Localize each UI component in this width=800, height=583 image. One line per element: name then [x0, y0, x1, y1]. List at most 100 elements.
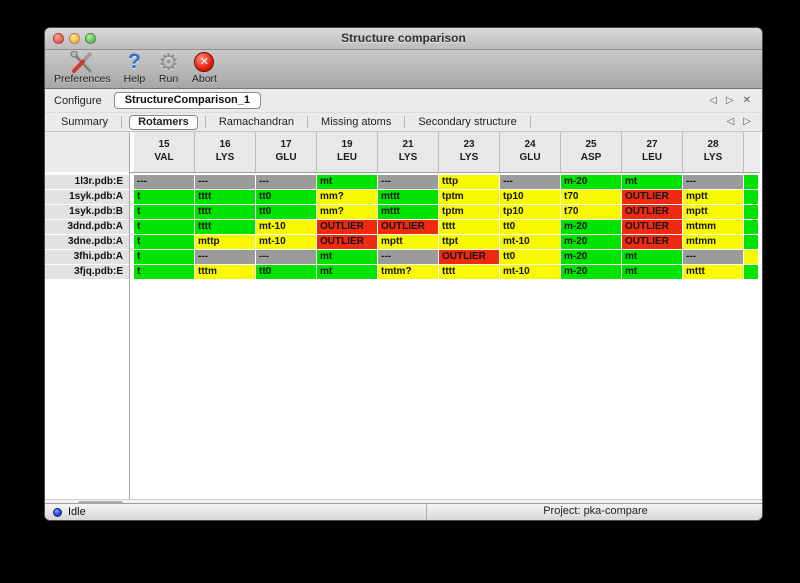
- rotamer-cell[interactable]: mt: [622, 175, 682, 189]
- rotamer-cell[interactable]: tmtm?: [378, 265, 438, 279]
- rotamer-cell[interactable]: m-20: [561, 265, 621, 279]
- rotamer-cell[interactable]: ---: [683, 175, 743, 189]
- tab-secondary-structure[interactable]: Secondary structure: [418, 116, 517, 128]
- rotamer-cell[interactable]: ---: [500, 175, 560, 189]
- rotamer-cell[interactable]: ---: [256, 250, 316, 264]
- rotamer-cell[interactable]: mptt: [683, 190, 743, 204]
- rotamer-cell[interactable]: tt0: [500, 250, 560, 264]
- rotamer-cell-partial[interactable]: [744, 250, 758, 264]
- configuration-tab[interactable]: StructureComparison_1: [113, 92, 262, 109]
- rotamer-cell[interactable]: OUTLIER: [317, 220, 377, 234]
- rotamer-cell[interactable]: mm?: [317, 205, 377, 219]
- rotamer-cell[interactable]: OUTLIER: [622, 205, 682, 219]
- rotamer-cell[interactable]: mt: [622, 250, 682, 264]
- rotamer-cell[interactable]: t70: [561, 190, 621, 204]
- rotamer-cell[interactable]: mt-10: [256, 220, 316, 234]
- rotamer-cell[interactable]: m-20: [561, 235, 621, 249]
- rotamer-cell-partial[interactable]: [744, 235, 758, 249]
- abort-button[interactable]: ✕ Abort: [192, 50, 217, 85]
- rotamer-cell-partial[interactable]: [744, 175, 758, 189]
- rotamer-cell[interactable]: tttt: [195, 220, 255, 234]
- rotamer-cell[interactable]: ---: [378, 250, 438, 264]
- rotamer-cell[interactable]: tp10: [500, 205, 560, 219]
- rotamer-cell[interactable]: OUTLIER: [439, 250, 499, 264]
- zoom-window-button[interactable]: [85, 33, 96, 44]
- rotamer-cell[interactable]: mttt: [378, 190, 438, 204]
- minimize-window-button[interactable]: [69, 33, 80, 44]
- rotamer-cell[interactable]: ---: [195, 250, 255, 264]
- rotamer-cell[interactable]: t: [134, 250, 194, 264]
- rotamer-cell[interactable]: tttp: [439, 175, 499, 189]
- rotamer-cell[interactable]: ---: [134, 175, 194, 189]
- run-button[interactable]: ⚙ Run: [158, 50, 179, 86]
- rotamer-cell[interactable]: tttt: [195, 190, 255, 204]
- row-label[interactable]: 1syk.pdb:A: [45, 190, 129, 204]
- rotamer-cell[interactable]: ---: [683, 250, 743, 264]
- rotamer-cell[interactable]: OUTLIER: [378, 220, 438, 234]
- tab-ramachandran[interactable]: Ramachandran: [218, 116, 295, 128]
- next-configuration-icon[interactable]: ▷: [725, 94, 734, 106]
- rotamer-cell[interactable]: OUTLIER: [622, 235, 682, 249]
- rotamer-cell[interactable]: OUTLIER: [622, 220, 682, 234]
- rotamer-cell[interactable]: tt0: [256, 205, 316, 219]
- rotamer-cell[interactable]: mttt: [683, 265, 743, 279]
- rotamer-cell[interactable]: tptm: [439, 205, 499, 219]
- close-configuration-icon[interactable]: ✕: [742, 94, 751, 106]
- rotamer-cell[interactable]: tp10: [500, 190, 560, 204]
- row-label[interactable]: 1syk.pdb:B: [45, 205, 129, 219]
- row-label[interactable]: 3fhi.pdb:A: [45, 250, 129, 264]
- tab-missing-atoms[interactable]: Missing atoms: [321, 116, 392, 128]
- rotamer-cell[interactable]: ---: [256, 175, 316, 189]
- rotamer-cell[interactable]: mptt: [683, 205, 743, 219]
- rotamer-cell[interactable]: m-20: [561, 175, 621, 189]
- prev-tab-icon[interactable]: ◁: [726, 116, 735, 127]
- close-window-button[interactable]: [53, 33, 64, 44]
- rotamer-cell[interactable]: mtmm: [683, 220, 743, 234]
- rotamer-cell[interactable]: tttm: [195, 265, 255, 279]
- rotamer-cell[interactable]: tt0: [256, 265, 316, 279]
- rotamer-cell[interactable]: tptm: [439, 190, 499, 204]
- rotamer-cell[interactable]: t: [134, 265, 194, 279]
- row-label[interactable]: 3fjq.pdb:E: [45, 265, 129, 279]
- rotamer-cell[interactable]: tttt: [195, 205, 255, 219]
- rotamer-cell[interactable]: mtmm: [683, 235, 743, 249]
- rotamer-cell[interactable]: mttp: [195, 235, 255, 249]
- row-label[interactable]: 1l3r.pdb:E: [45, 175, 129, 189]
- rotamer-cell-partial[interactable]: [744, 205, 758, 219]
- row-label[interactable]: 3dne.pdb:A: [45, 235, 129, 249]
- help-button[interactable]: ? Help: [124, 50, 146, 86]
- rotamer-cell[interactable]: mt: [622, 265, 682, 279]
- next-tab-icon[interactable]: ▷: [743, 116, 751, 127]
- rotamer-cell[interactable]: ---: [195, 175, 255, 189]
- tab-rotamers[interactable]: Rotamers: [129, 114, 198, 130]
- rotamer-cell[interactable]: ---: [378, 175, 438, 189]
- tab-summary[interactable]: Summary: [61, 116, 109, 128]
- prev-configuration-icon[interactable]: ◁: [709, 94, 717, 106]
- rotamer-cell[interactable]: t: [134, 205, 194, 219]
- rotamer-cell-partial[interactable]: [744, 265, 758, 279]
- rotamer-cell[interactable]: mttt: [378, 205, 438, 219]
- rotamer-cell[interactable]: mt-10: [500, 265, 560, 279]
- rotamer-cell[interactable]: t: [134, 235, 194, 249]
- rotamer-cell[interactable]: mt: [317, 175, 377, 189]
- rotamer-cell[interactable]: tttt: [439, 265, 499, 279]
- rotamer-cell[interactable]: mt: [317, 250, 377, 264]
- rotamer-cell[interactable]: tt0: [256, 190, 316, 204]
- rotamer-cell[interactable]: m-20: [561, 220, 621, 234]
- rotamer-cell[interactable]: OUTLIER: [622, 190, 682, 204]
- rotamer-cell[interactable]: mt: [317, 265, 377, 279]
- rotamer-cell[interactable]: mt-10: [500, 235, 560, 249]
- rotamer-cell[interactable]: tt0: [500, 220, 560, 234]
- rotamer-cell[interactable]: ttpt: [439, 235, 499, 249]
- rotamer-cell[interactable]: m-20: [561, 250, 621, 264]
- rotamer-cell-partial[interactable]: [744, 190, 758, 204]
- rotamer-cell[interactable]: t: [134, 190, 194, 204]
- rotamer-cell-partial[interactable]: [744, 220, 758, 234]
- rotamer-cell[interactable]: mm?: [317, 190, 377, 204]
- rotamer-cell[interactable]: mt-10: [256, 235, 316, 249]
- preferences-button[interactable]: Preferences: [54, 50, 111, 85]
- rotamer-cell[interactable]: t: [134, 220, 194, 234]
- row-label[interactable]: 3dnd.pdb:A: [45, 220, 129, 234]
- rotamer-cell[interactable]: mptt: [378, 235, 438, 249]
- rotamer-cell[interactable]: tttt: [439, 220, 499, 234]
